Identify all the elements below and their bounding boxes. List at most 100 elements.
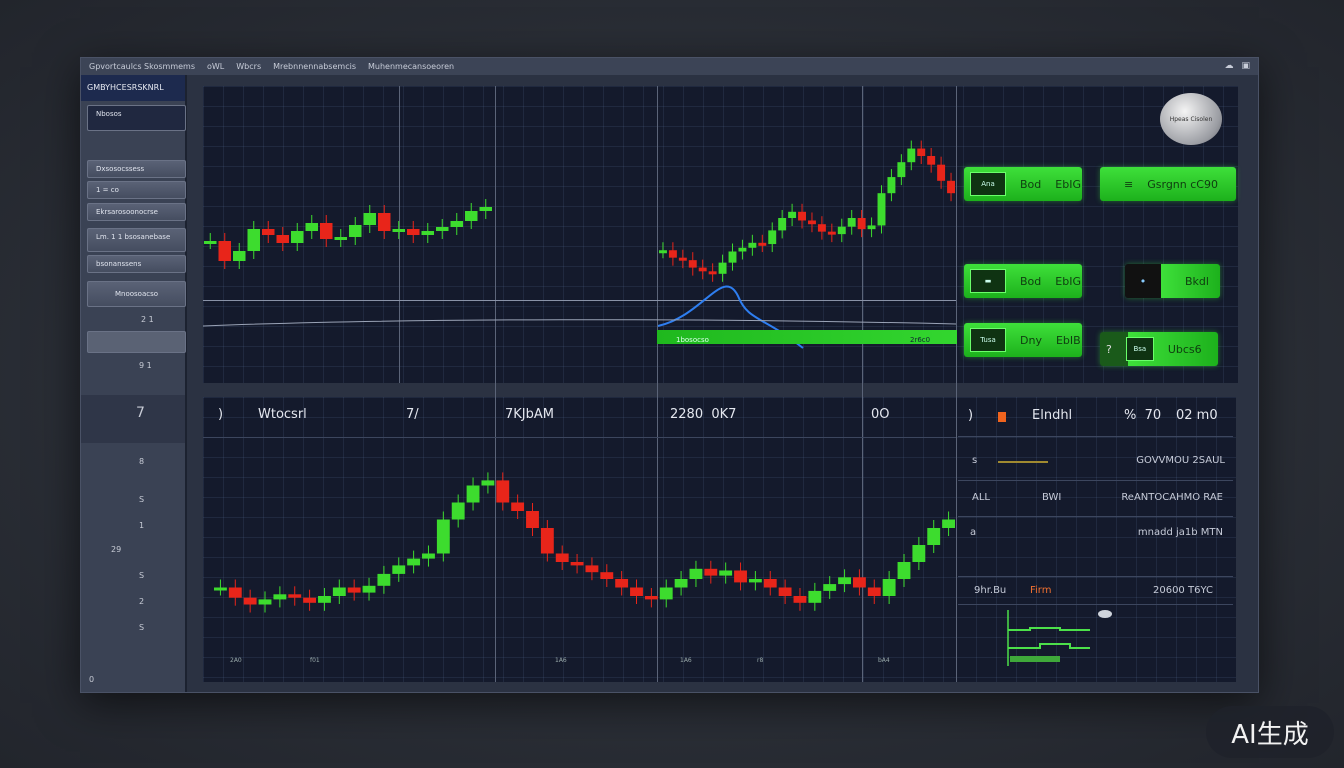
window-icon[interactable]: ▣ [1241,61,1250,71]
candle [291,231,304,243]
header-value: 02 m0 [1176,408,1218,423]
sidebar-value: 0 [89,675,95,684]
button-value: EbIG [1055,177,1081,191]
menu-item[interactable]: Mrebnnennabsemcis [273,62,356,71]
strategy-button[interactable]: ≡ Gsrgnn cC90 [1100,167,1236,201]
candle [674,579,688,588]
candle [847,218,856,227]
button-label: Bod [1020,274,1042,288]
upper-candlestick-chart[interactable] [203,86,956,383]
column-header: 7/ [406,407,419,422]
candle [347,587,361,593]
panel-title: Elndhl [1032,408,1073,423]
buy-button[interactable]: Tusa Dny EbIB [964,323,1082,357]
sidebar-item[interactable] [87,331,186,353]
bid-button-1[interactable]: Ana Bod EbIG [964,167,1082,201]
coin-logo: Hpeas Cisolen [1160,93,1222,145]
candle [788,211,797,218]
data-row[interactable]: ALL BWI ReANTOCAHMO RAE [958,481,1233,517]
x-tick-label: 1A6 [680,657,692,664]
candle [817,224,826,232]
bid-button-2[interactable]: ▬ Bod EbIG [964,264,1082,298]
x-tick-label: 2A0 [230,657,242,664]
button-label: Bod [1020,177,1042,191]
lower-candlestick-chart[interactable] [203,437,956,682]
sidebar-search[interactable]: Nbosos [87,105,186,131]
divider [657,86,658,682]
sidebar-item[interactable]: Ekrsarosoonocrse [87,203,186,221]
column-header: 0O [871,407,890,422]
candle [748,579,762,583]
menu-item[interactable]: oWL [207,62,225,71]
data-row[interactable]: s GOVVMOU 2SAUL [958,443,1233,481]
candle [778,218,787,231]
divider [956,86,957,682]
candle [882,579,896,596]
candle [479,207,492,211]
sidebar-header: GMBYHCESRSKNRL [81,75,185,101]
candle [392,565,406,574]
volume-bar-value: 2r6c0 [910,336,931,344]
menu-item[interactable]: Muhenmecansoeoren [367,62,455,71]
moving-average-line [657,285,804,349]
menu-item[interactable]: Gpvortcaulcs Skosmmems [89,62,195,71]
data-row[interactable]: 9hr.Bu Firm 20600 T6YC [958,577,1233,605]
button-value: EbIB [1055,333,1081,347]
candle [228,587,242,598]
sidebar-item[interactable]: Mnoosoacso [87,281,186,307]
candle [897,162,906,178]
data-row[interactable]: a mnadd ja1b MTN [958,517,1233,577]
candle [318,596,331,603]
back-icon[interactable]: ) [968,408,974,423]
candle [273,594,287,600]
candle [303,597,317,603]
candle [738,247,747,252]
candle [907,148,916,163]
column-header: Wtocsrl [258,407,307,422]
candle [334,237,347,240]
sidebar-item[interactable]: Dxsosocssess [87,160,186,178]
candle [378,213,391,231]
candle [320,223,333,239]
candle [698,267,707,272]
candle [511,502,525,511]
candle [659,587,673,600]
candle [867,225,876,230]
cloud-icon[interactable]: ☁ [1224,61,1234,71]
candle [288,594,302,598]
sidebar-value: S [139,623,145,632]
candle [258,599,272,605]
button-label: Dny [1020,333,1042,347]
help-icon: ? [1106,342,1112,356]
x-tick-label: r8 [757,657,764,664]
menu-item[interactable]: Wbcrs [236,62,262,71]
row-value: mnadd ja1b MTN [1137,527,1223,538]
sell-button[interactable]: ? Bsa Ubcs6 [1100,332,1218,366]
row-value: 20600 T6YC [1152,585,1213,596]
lower-chart-panel [203,397,956,682]
candle [526,511,539,528]
candle [481,480,495,486]
status-indicator [998,412,1006,422]
sidebar-item[interactable]: bsonanssens [87,255,186,273]
bid-button-3[interactable]: • Bkdl [1125,264,1220,298]
sidebar-item[interactable]: 1 = co [87,181,186,199]
sidebar-item[interactable]: Lm. 1 1 bsosanebase [87,228,186,252]
volume-bar-label: 1bosocso [676,336,709,344]
ai-generated-watermark: AI生成 [1206,706,1334,758]
candle [218,241,231,261]
candle [927,156,936,165]
right-data-panel [956,397,1236,682]
candle [708,271,717,275]
candle [947,180,955,194]
sidebar-value: 1 [139,521,145,530]
candle [540,528,554,554]
crosshair-line [203,300,956,301]
candle [247,229,260,251]
candle [942,519,955,528]
candle [332,587,346,596]
candle [837,226,846,235]
candle [823,584,837,591]
column-header: 2280 0K7 [670,407,737,422]
row-value: ReANTOCAHMO RAE [1121,492,1223,503]
